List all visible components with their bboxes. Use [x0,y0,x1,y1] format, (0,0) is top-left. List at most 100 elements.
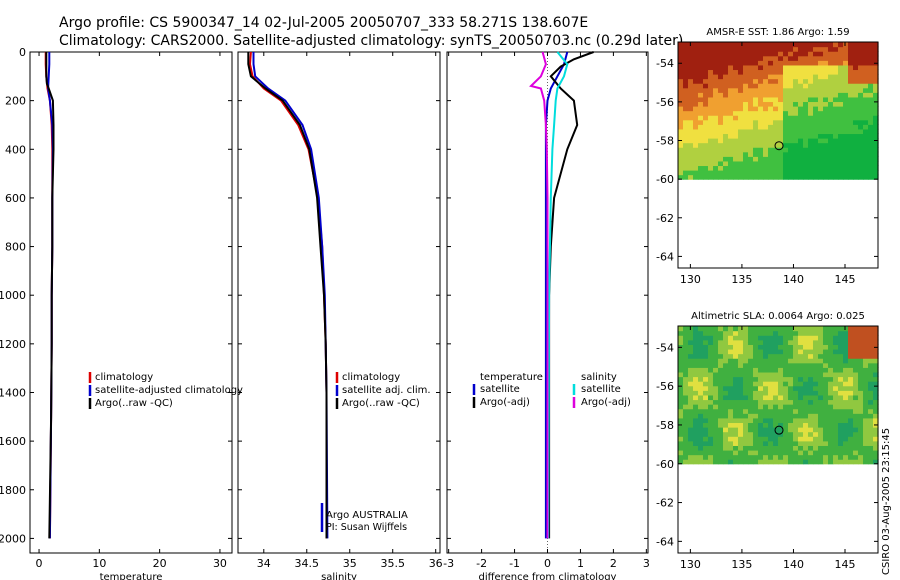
heat-cell [793,46,799,52]
heat-cell [858,165,864,171]
heat-cell [853,459,859,465]
depth-tick-label: 800 [5,241,26,254]
heat-cell [713,348,719,355]
heat-cell [793,399,799,405]
heat-cell [733,160,739,167]
heat-cell [813,156,819,162]
heat-cell [748,42,754,48]
heat-cell [823,142,829,148]
heat-cell [758,60,764,66]
heat-cell [693,156,699,162]
heat-cell [873,64,879,71]
heat-cell [788,353,794,359]
heat-cell [748,394,754,401]
heat-cell [863,408,869,414]
heat-cell [768,115,774,121]
heat-cell [808,170,814,176]
heat-cell [763,46,769,52]
heat-cell [768,358,774,364]
heat-cell [743,119,749,125]
heat-cell [818,96,824,103]
heat-cell [698,142,704,148]
heat-cell [713,151,719,157]
heat-cell [783,174,789,180]
heat-cell [808,427,814,433]
heat-cell [688,431,694,437]
difference-xtick-label: 0 [544,557,551,570]
heat-cell [798,385,804,391]
heat-cell [808,330,814,336]
heat-cell [868,124,874,130]
heat-cell [803,69,809,75]
heat-cell [723,55,729,61]
heat-cell [683,440,689,446]
heat-cell [748,339,754,345]
heat-cell [693,42,699,48]
heat-cell [813,128,819,135]
heat-cell [773,174,779,180]
heat-cell [853,445,859,451]
heat-cell [688,408,694,414]
heat-cell [838,344,844,350]
heat-cell [688,371,694,378]
heat-cell [713,160,719,167]
heat-cell [678,445,684,451]
heat-cell [773,422,779,428]
heat-cell [728,170,734,176]
heat-cell [783,165,789,171]
heat-cell [788,69,794,75]
heat-cell [853,128,859,135]
heat-cell [708,376,714,382]
heat-cell [863,42,869,48]
heat-cell [783,335,789,341]
heat-cell [683,156,689,162]
heat-cell [803,42,809,48]
heat-cell [793,431,799,437]
sla_map-title: Altimetric SLA: 0.0064 Argo: 0.025 [691,311,865,322]
heat-cell [798,348,804,355]
heat-cell [783,339,789,345]
heat-cell [828,404,834,410]
heat-cell [763,170,769,176]
heat-cell [843,358,849,364]
heat-cell [863,78,869,84]
heat-cell [698,133,704,139]
heat-cell [848,431,854,437]
heat-cell [843,427,849,433]
heat-cell [753,427,759,433]
heat-cell [798,106,804,112]
heat-cell [743,174,749,180]
heat-cell [808,454,814,460]
heat-cell [683,147,689,153]
heat-cell [838,335,844,341]
salinity-xlabel: salinity [321,572,357,580]
heat-cell [683,436,689,442]
heat-cell [833,390,839,396]
heat-cell [753,381,759,387]
heat-cell [768,399,774,405]
heat-cell [798,404,804,410]
heat-cell [848,55,854,61]
heat-cell [758,413,764,419]
heat-cell [733,348,739,355]
heat-cell [768,445,774,451]
heat-cell [778,344,784,350]
heat-cell [793,353,799,359]
heat-cell [853,110,859,116]
heat-cell [808,147,814,153]
heat-cell [758,156,764,162]
heat-cell [828,339,834,345]
heat-cell [743,42,749,48]
heat-cell [733,106,739,112]
heat-cell [738,459,744,465]
heat-cell [808,69,814,75]
heat-cell [683,55,689,61]
heat-cell [753,51,759,57]
heat-cell [773,362,779,368]
heat-cell [718,156,724,162]
heat-cell [863,427,869,433]
heat-cell [693,431,699,437]
heat-cell [858,138,864,144]
heat-cell [773,344,779,350]
heat-cell [788,170,794,176]
